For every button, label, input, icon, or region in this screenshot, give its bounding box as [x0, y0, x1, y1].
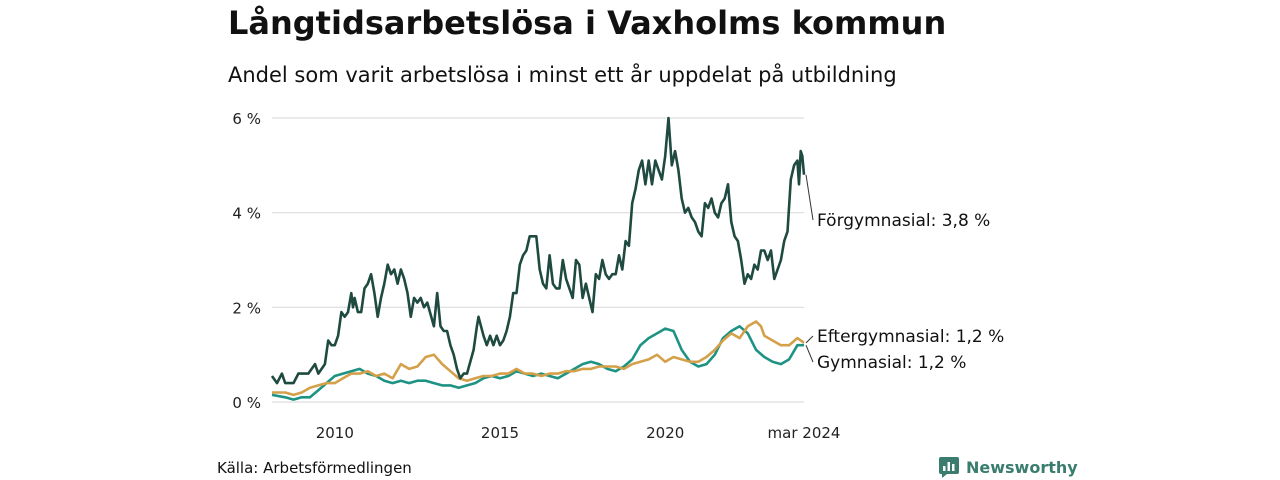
- end-label-connector: [805, 174, 814, 221]
- chart-subtitle: Andel som varit arbetslösa i minst ett å…: [228, 63, 897, 87]
- x-tick-label: 2010: [316, 424, 354, 442]
- chart-title: Långtidsarbetslösa i Vaxholms kommun: [228, 4, 947, 42]
- x-axis: 2010 2015 2020 mar 2024: [316, 424, 841, 442]
- end-label-connector: [805, 335, 814, 344]
- x-tick-label: mar 2024: [768, 424, 841, 442]
- y-tick-label: 0 %: [232, 394, 261, 412]
- end-label-connector: [805, 345, 814, 363]
- end-label-förgymnasial: Förgymnasial: 3,8 %: [817, 211, 990, 231]
- newsworthy-logo-icon: [939, 457, 959, 478]
- series-line-förgymnasial: [270, 116, 806, 385]
- source-note: Källa: Arbetsförmedlingen: [217, 459, 412, 477]
- y-axis: 0 % 2 % 4 % 6 %: [232, 110, 261, 412]
- y-tick-label: 6 %: [232, 110, 261, 128]
- y-tick-label: 4 %: [232, 205, 261, 223]
- brand-logo: Newsworthy: [938, 456, 1078, 478]
- x-tick-label: 2020: [646, 424, 684, 442]
- end-labels: Förgymnasial: 3,8 % Eftergymnasial: 1,2 %…: [805, 174, 1004, 373]
- y-tick-label: 2 %: [232, 299, 261, 317]
- series-line-gymnasial: [271, 325, 804, 401]
- series-lines: [270, 116, 806, 401]
- end-label-gymnasial: Gymnasial: 1,2 %: [817, 353, 966, 373]
- x-tick-label: 2015: [481, 424, 519, 442]
- series-line-eftergymnasial: [272, 320, 805, 397]
- brand-name: Newsworthy: [966, 457, 1078, 477]
- end-label-eftergymnasial: Eftergymnasial: 1,2 %: [817, 327, 1004, 347]
